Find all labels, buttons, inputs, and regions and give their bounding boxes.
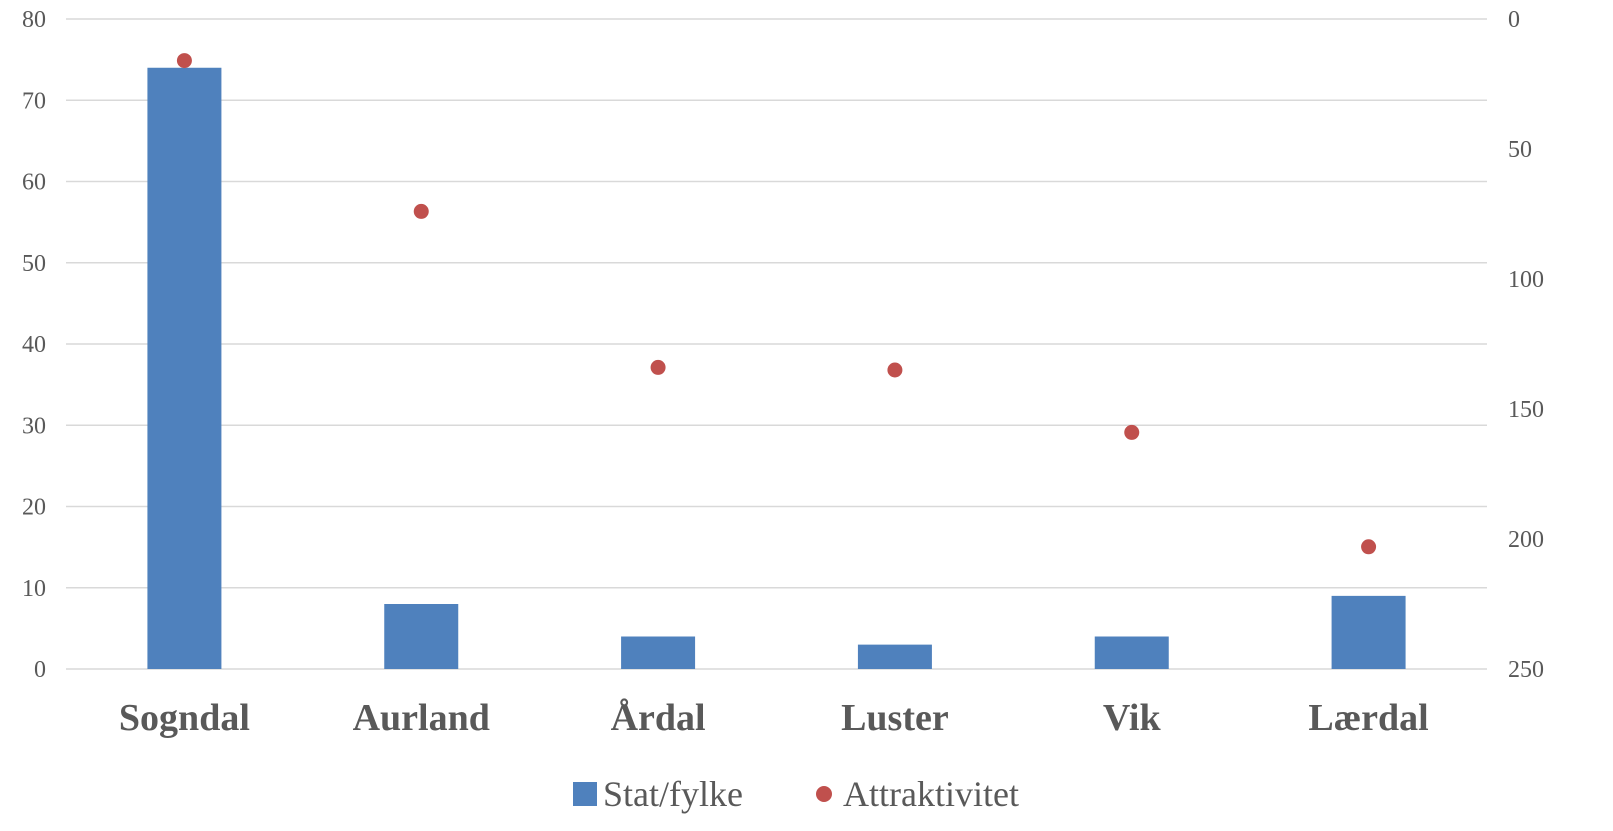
gridlines [66, 18, 1487, 670]
left-tick-label: 80 [22, 7, 46, 33]
bar [621, 636, 696, 669]
category-label: Lærdal [1308, 697, 1428, 739]
left-tick-label: 60 [22, 170, 46, 196]
bar [1331, 595, 1406, 669]
legend-swatch-point [816, 786, 832, 802]
left-tick-label: 30 [22, 413, 46, 439]
category-label: Årdal [611, 697, 706, 739]
left-axis-ticks: 0 10 20 30 40 50 60 70 80 [22, 7, 46, 683]
bar-series [147, 67, 1406, 669]
point [1361, 539, 1377, 555]
bar [857, 644, 932, 669]
point [176, 53, 192, 69]
category-labels: Sogndal Aurland Årdal Luster Vik Lærdal [119, 697, 1429, 739]
point [1124, 424, 1140, 440]
bar [1094, 636, 1169, 669]
category-label: Sogndal [119, 697, 250, 739]
left-tick-label: 0 [34, 657, 46, 683]
legend-label-point: Attraktivitet [843, 774, 1019, 814]
left-tick-label: 20 [22, 495, 46, 521]
legend-label-bar: Stat/fylke [603, 774, 743, 814]
point [413, 203, 429, 219]
right-tick-label: 0 [1508, 7, 1520, 33]
point [650, 359, 666, 375]
left-tick-label: 50 [22, 251, 46, 277]
right-tick-label: 100 [1508, 267, 1544, 293]
left-tick-label: 70 [22, 88, 46, 114]
right-tick-label: 200 [1508, 527, 1544, 553]
bar [147, 67, 222, 669]
bar [384, 604, 459, 669]
right-tick-label: 150 [1508, 397, 1544, 423]
left-tick-label: 10 [22, 576, 46, 602]
point-series [176, 53, 1377, 555]
legend-swatch-bar [573, 782, 597, 806]
category-label: Vik [1103, 697, 1162, 739]
right-axis-ticks: 0 50 100 150 200 250 [1508, 7, 1544, 683]
legend: Stat/fylke Attraktivitet [573, 774, 1019, 814]
right-tick-label: 50 [1508, 137, 1532, 163]
category-label: Aurland [353, 697, 490, 739]
right-tick-label: 250 [1508, 657, 1544, 683]
point [887, 362, 903, 378]
left-tick-label: 40 [22, 332, 46, 358]
category-label: Luster [841, 697, 949, 739]
